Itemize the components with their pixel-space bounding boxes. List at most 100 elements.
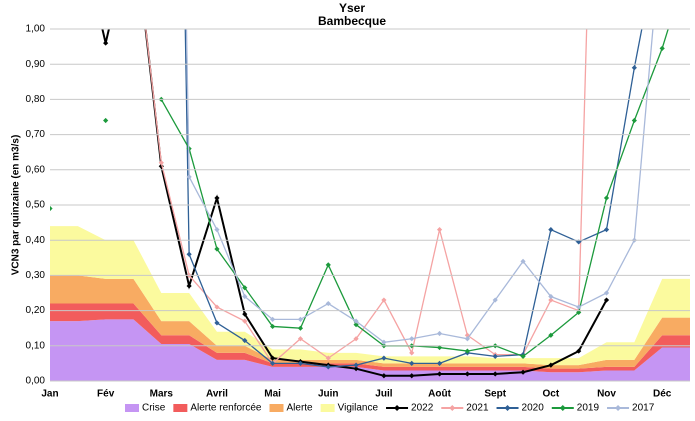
x-tick-label: Juil <box>375 389 392 400</box>
legend-marker <box>394 405 401 411</box>
data-point <box>270 316 276 322</box>
data-point <box>381 339 387 345</box>
data-point <box>325 364 331 370</box>
data-point <box>353 322 359 328</box>
data-point <box>186 174 192 180</box>
data-point <box>325 262 331 268</box>
legend-label: Vigilance <box>338 403 379 414</box>
y-tick-label: 0,90 <box>26 59 46 70</box>
y-axis-label: VCN3 par quinzaine (en m3/s) <box>11 135 22 276</box>
legend-marker <box>615 405 622 411</box>
legend-swatch <box>269 404 284 412</box>
data-point <box>297 360 304 366</box>
data-point <box>409 373 415 379</box>
legend-swatch <box>173 404 188 412</box>
legend-label: 2021 <box>466 403 489 414</box>
data-point <box>548 332 554 338</box>
series-line <box>101 29 608 377</box>
data-point <box>103 40 109 46</box>
series-line <box>185 29 654 343</box>
legend-label: Crise <box>142 403 166 414</box>
legend-swatch <box>320 404 335 412</box>
data-point <box>520 369 526 375</box>
y-tick-label: 0,40 <box>26 235 46 246</box>
data-point <box>576 304 582 310</box>
chart-title: Yser <box>339 1 365 15</box>
data-point <box>409 336 415 342</box>
y-tick-label: 0,80 <box>26 94 46 105</box>
x-tick-label: Nov <box>597 389 616 400</box>
data-point <box>242 337 248 344</box>
data-point <box>464 348 470 354</box>
data-point <box>436 330 443 337</box>
threshold-area <box>50 303 690 373</box>
y-tick-label: 0,50 <box>26 200 46 211</box>
legend-swatch <box>125 404 139 412</box>
series-line <box>184 29 643 368</box>
data-point <box>576 348 582 354</box>
data-point <box>297 336 304 342</box>
data-point <box>353 366 359 372</box>
data-point <box>214 246 220 252</box>
data-point <box>548 297 554 303</box>
threshold-area <box>50 319 690 381</box>
y-tick-label: 0,70 <box>26 129 46 140</box>
data-point <box>297 325 304 331</box>
data-point <box>520 353 526 359</box>
data-point <box>158 160 164 166</box>
data-point <box>381 355 387 361</box>
data-point <box>492 297 498 303</box>
data-point <box>464 336 470 342</box>
x-tick-label: Mars <box>150 389 174 400</box>
data-point <box>603 297 610 303</box>
data-point <box>325 355 331 361</box>
data-point <box>103 117 109 124</box>
series-line <box>145 29 588 365</box>
x-tick-label: Déc <box>653 389 672 400</box>
data-point <box>492 353 498 359</box>
y-tick-label: 0,30 <box>26 270 46 281</box>
data-point <box>353 336 359 342</box>
y-tick-label: 1,00 <box>26 24 46 35</box>
legend-label: 2022 <box>411 403 434 414</box>
legend-label: Alerte renforcée <box>190 403 262 414</box>
data-point <box>381 373 387 379</box>
data-point <box>603 195 610 201</box>
data-point <box>436 360 443 366</box>
data-point <box>353 318 359 324</box>
data-point <box>214 227 220 233</box>
data-point <box>186 251 192 257</box>
data-point <box>242 285 248 291</box>
data-point <box>520 258 526 264</box>
data-point <box>659 45 665 51</box>
data-point <box>409 350 415 356</box>
data-point <box>242 293 248 300</box>
legend-marker <box>449 405 456 411</box>
x-tick-label: Avril <box>206 389 228 400</box>
data-point <box>603 290 610 296</box>
data-point <box>270 355 276 361</box>
data-point <box>381 297 387 303</box>
x-tick-label: Fév <box>97 389 115 400</box>
data-point <box>270 360 276 366</box>
data-point <box>50 205 53 212</box>
data-point <box>214 320 220 326</box>
y-tick-label: 0,60 <box>26 164 46 175</box>
data-point <box>186 283 192 289</box>
series-line <box>160 29 669 358</box>
data-point <box>603 227 610 233</box>
data-point <box>242 311 248 317</box>
data-point <box>214 195 220 201</box>
data-point <box>436 371 443 377</box>
data-point <box>325 300 331 307</box>
data-point <box>242 318 248 324</box>
x-tick-label: Juin <box>318 389 339 400</box>
y-tick-label: 0,10 <box>26 340 46 351</box>
data-point <box>492 371 498 377</box>
data-point <box>436 227 443 233</box>
x-tick-label: Sept <box>484 389 506 400</box>
legend-label: 2020 <box>522 403 545 414</box>
data-point <box>214 304 220 310</box>
x-tick-label: Août <box>428 389 451 400</box>
data-point <box>548 293 554 300</box>
